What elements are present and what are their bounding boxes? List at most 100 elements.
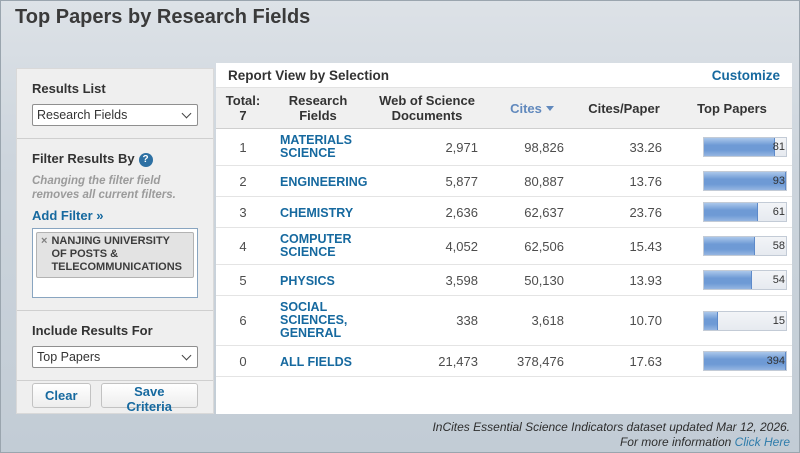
top-papers-cell: 54 <box>672 264 792 296</box>
cites-cell: 378,476 <box>488 345 576 377</box>
field-cell: CHEMISTRY <box>270 196 366 228</box>
dataset-footer: InCites Essential Science Indicators dat… <box>432 420 790 450</box>
results-list-section: Results List Research Fields <box>17 69 213 139</box>
include-results-select[interactable]: Top Papers <box>32 346 198 368</box>
filter-results-label-text: Filter Results By <box>32 151 135 166</box>
filter-tag-label: NANJING UNIVERSITY OF POSTS & TELECOMMUN… <box>51 235 183 273</box>
top-papers-value: 61 <box>772 206 785 218</box>
filter-section: Filter Results By? Changing the filter f… <box>17 139 213 311</box>
top-papers-bar: 54 <box>703 270 787 290</box>
results-list-select-wrap: Research Fields <box>32 104 198 126</box>
cites-per-paper-cell: 15.43 <box>576 227 672 265</box>
report-header-bar: Report View by Selection Customize <box>216 63 792 88</box>
top-papers-bar-fill <box>704 271 752 289</box>
top-papers-cell: 61 <box>672 196 792 228</box>
cites-per-paper-cell: 13.76 <box>576 165 672 197</box>
results-table: Total: 7 Research Fields Web of Science … <box>216 88 792 377</box>
research-field-link[interactable]: MATERIALS SCIENCE <box>280 133 352 160</box>
top-papers-cell: 58 <box>672 227 792 265</box>
cites-header-label: Cites <box>510 100 542 116</box>
top-papers-bar: 81 <box>703 137 787 157</box>
sort-desc-icon <box>545 105 554 111</box>
top-papers-value: 58 <box>772 240 785 252</box>
top-papers-cell: 93 <box>672 165 792 197</box>
top-papers-bar-fill <box>704 138 776 156</box>
total-count: 7 <box>239 108 247 123</box>
research-field-link[interactable]: SOCIAL SCIENCES, GENERAL <box>280 300 348 340</box>
cites-cell: 62,506 <box>488 227 576 265</box>
rank-cell: 2 <box>216 165 270 197</box>
top-papers-bar: 93 <box>703 171 787 191</box>
research-field-link[interactable]: PHYSICS <box>280 273 335 288</box>
cites-per-paper-cell: 17.63 <box>576 345 672 377</box>
include-results-select-wrap: Top Papers <box>32 346 198 368</box>
results-list-select[interactable]: Research Fields <box>32 104 198 126</box>
field-cell: ENGINEERING <box>270 165 368 197</box>
top-papers-bar: 61 <box>703 202 787 222</box>
filter-note: Changing the filter field removes all cu… <box>32 175 176 201</box>
field-cell: COMPUTER SCIENCE <box>270 227 366 265</box>
include-results-label: Include Results For <box>32 323 153 338</box>
rank-cell: 3 <box>216 196 270 228</box>
documents-cell: 338 <box>366 295 488 346</box>
column-header-research-fields[interactable]: Research Fields <box>270 88 366 129</box>
documents-cell: 21,473 <box>366 345 488 377</box>
report-title: Report View by Selection <box>228 68 390 83</box>
footer-more-info-text: For more information <box>619 435 735 449</box>
research-field-link[interactable]: ALL FIELDS <box>280 354 352 369</box>
report-panel: Report View by Selection Customize Total… <box>216 63 792 414</box>
page-title: Top Papers by Research Fields <box>15 6 311 28</box>
documents-cell: 2,636 <box>366 196 488 228</box>
rank-cell: 4 <box>216 227 270 265</box>
top-papers-value: 15 <box>772 314 785 327</box>
rank-cell: 0 <box>216 345 270 377</box>
include-results-section: Include Results For Top Papers <box>17 311 213 381</box>
remove-filter-icon[interactable]: × <box>41 235 48 247</box>
footer-dataset-note: InCites Essential Science Indicators dat… <box>432 420 790 434</box>
field-cell: SOCIAL SCIENCES, GENERAL <box>270 295 366 346</box>
rank-cell: 5 <box>216 264 270 296</box>
column-header-top-papers[interactable]: Top Papers <box>672 88 792 129</box>
top-papers-cell: 15 <box>672 295 792 346</box>
research-field-link[interactable]: CHEMISTRY <box>280 205 354 220</box>
customize-link[interactable]: Customize <box>711 68 780 83</box>
cites-cell: 98,826 <box>488 128 576 166</box>
documents-cell: 4,052 <box>366 227 488 265</box>
clear-button[interactable]: Clear <box>32 383 91 408</box>
top-papers-bar-fill <box>704 352 786 370</box>
documents-cell: 5,877 <box>366 165 488 197</box>
field-cell: ALL FIELDS <box>270 345 366 377</box>
footer-more-info: For more information Click Here <box>432 435 790 450</box>
research-field-link[interactable]: COMPUTER SCIENCE <box>280 232 352 259</box>
filter-tag: × NANJING UNIVERSITY OF POSTS & TELECOMM… <box>36 232 194 278</box>
filter-box[interactable]: × NANJING UNIVERSITY OF POSTS & TELECOMM… <box>32 228 198 298</box>
column-header-cites[interactable]: Cites <box>488 88 576 129</box>
cites-cell: 3,618 <box>488 295 576 346</box>
top-papers-bar-fill <box>704 203 759 221</box>
click-here-link[interactable]: Click Here <box>734 435 790 449</box>
cites-cell: 50,130 <box>488 264 576 296</box>
table-row: 5 PHYSICS 3,598 50,130 13.93 54 <box>216 264 792 296</box>
column-header-cites-per-paper[interactable]: Cites/Paper <box>576 88 672 129</box>
top-papers-cell: 81 <box>672 128 792 166</box>
cites-per-paper-cell: 33.26 <box>576 128 672 166</box>
table-row: 3 CHEMISTRY 2,636 62,637 23.76 61 <box>216 196 792 228</box>
table-row: 4 COMPUTER SCIENCE 4,052 62,506 15.43 58 <box>216 227 792 265</box>
table-row: 6 SOCIAL SCIENCES, GENERAL 338 3,618 10.70 15 <box>216 295 792 346</box>
help-icon[interactable]: ? <box>138 153 153 167</box>
research-field-link[interactable]: ENGINEERING <box>280 174 368 189</box>
add-filter-link[interactable]: Add Filter » <box>32 208 104 223</box>
filter-results-label: Filter Results By? <box>32 151 198 167</box>
rank-cell: 6 <box>216 295 270 346</box>
cites-per-paper-cell: 10.70 <box>576 295 672 346</box>
column-header-documents[interactable]: Web of Science Documents <box>366 88 488 129</box>
table-row: 0 ALL FIELDS 21,473 378,476 17.63 394 <box>216 345 792 377</box>
save-criteria-button[interactable]: Save Criteria <box>100 383 198 414</box>
top-papers-value: 93 <box>772 175 785 187</box>
table-row: 2 ENGINEERING 5,877 80,887 13.76 93 <box>216 165 792 197</box>
total-label: Total: <box>225 93 261 108</box>
top-papers-bar-fill <box>704 311 718 330</box>
criteria-sidebar: Results List Research Fields Filter Resu… <box>16 68 214 414</box>
top-papers-bar: 15 <box>703 310 787 331</box>
rank-cell: 1 <box>216 128 270 166</box>
